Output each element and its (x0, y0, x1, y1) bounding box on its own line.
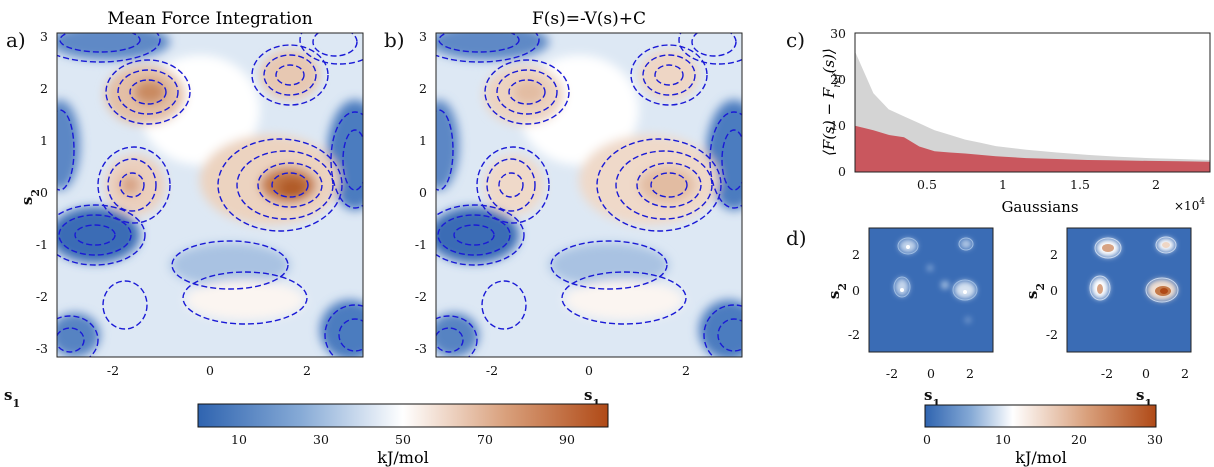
panel-b-ytick: 3 (419, 29, 427, 44)
panel-label-c: c) (786, 28, 805, 52)
panel-b-xtick: 0 (585, 363, 593, 378)
panel-d-left-xticks: -2 0 2 (886, 366, 974, 381)
panel-b-xticks: -2 0 2 (486, 363, 690, 378)
panel-b-title: F(s)=-V(s)+C (532, 9, 646, 29)
panel-d-right-ytick: 0 (1050, 283, 1058, 298)
panel-label-b: b) (384, 28, 405, 52)
colorbar-d-tick: 30 (1147, 432, 1163, 447)
panel-a-ytick: -3 (36, 341, 48, 356)
panel-c-x-multiplier: ×104 (1174, 197, 1205, 213)
panel-d-left-xtick: 2 (966, 366, 974, 381)
panel-c-ytick: 30 (830, 26, 846, 41)
colorbar-main (198, 404, 608, 427)
colorbar-d (925, 405, 1156, 427)
panel-c-ytick: 0 (838, 164, 846, 179)
panel-a-ylabel: s2 (18, 189, 42, 205)
colorbar-main-tick: 30 (313, 432, 329, 447)
colorbar-main-tick: 90 (559, 432, 575, 447)
panel-a-ytick: 1 (40, 133, 48, 148)
panel-b-ytick: -2 (415, 289, 427, 304)
colorbar-main-tick: 50 (395, 432, 411, 447)
panel-b-yticks: 3 2 1 0 -1 -2 -3 (415, 29, 427, 356)
panel-d-left-ytick: 0 (852, 283, 860, 298)
panel-d-right-ylabel: s2 (1023, 283, 1047, 299)
panel-d-right-ytick: 2 (1050, 247, 1058, 262)
panel-b-xtick: 2 (682, 363, 690, 378)
panel-d-right-ytick: -2 (1046, 327, 1058, 342)
panel-a-heatmap (40, 16, 385, 365)
colorbar-d-ticks: 0 10 20 30 (923, 432, 1163, 447)
panel-d-right-xtick: 0 (1142, 366, 1150, 381)
panel-label-d: d) (786, 226, 807, 250)
panel-d-left-xtick: -2 (886, 366, 898, 381)
panel-d-left-yticks: 2 0 -2 (848, 247, 860, 342)
panel-a-xticks: -2 0 2 (107, 363, 311, 378)
panel-a-xtick: 2 (303, 363, 311, 378)
panel-d-left-xtick: 0 (927, 366, 935, 381)
panel-d-left-heatmap (869, 228, 993, 352)
colorbar-main-ticks: 10 30 50 70 90 (231, 432, 575, 447)
panel-d-left-ylabel: s2 (825, 283, 849, 299)
colorbar-d-tick: 0 (923, 432, 931, 447)
panel-a-xtick: -2 (107, 363, 119, 378)
panel-a-ytick: 2 (40, 81, 48, 96)
panel-c-xlabel: Gaussians (1001, 198, 1078, 216)
panel-c-xtick: 0.5 (917, 177, 937, 192)
panel-d-right-yticks: 2 0 -2 (1046, 247, 1058, 342)
colorbar-main-tick: 70 (477, 432, 493, 447)
colorbar-main-tick: 10 (231, 432, 247, 447)
panel-c-xticks: 0.5 1 1.5 2 (917, 177, 1160, 192)
colorbar-d-tick: 10 (995, 432, 1011, 447)
panel-c-xtick: 2 (1152, 177, 1160, 192)
panel-c-ylabel: ⟨F(s) − Fref(s)⟩ (820, 48, 843, 156)
panel-a-ytick: 3 (40, 29, 48, 44)
panel-label-a: a) (6, 28, 26, 52)
panel-d-right-xtick: -2 (1101, 366, 1113, 381)
colorbar-d-label: kJ/mol (1015, 448, 1066, 467)
panel-a-xlabel: s1 (4, 386, 20, 410)
panel-d-left-ytick: -2 (848, 327, 860, 342)
panel-d-right-xticks: -2 0 2 (1101, 366, 1189, 381)
panel-b-ytick: -3 (415, 341, 427, 356)
colorbar-main-label: kJ/mol (377, 448, 428, 467)
panel-b-ytick: 0 (419, 185, 427, 200)
panel-c-area-chart (855, 52, 1210, 173)
panel-a-ytick: -1 (36, 237, 48, 252)
panel-d-right-xtick: 2 (1181, 366, 1189, 381)
panel-b-ytick: 1 (419, 133, 427, 148)
colorbar-d-tick: 20 (1071, 432, 1087, 447)
panel-a-xtick: 0 (206, 363, 214, 378)
panel-a-title: Mean Force Integration (107, 9, 312, 29)
panel-b-ytick: -1 (415, 237, 427, 252)
panel-d-right-heatmap (1067, 228, 1191, 352)
panel-a-ytick: -2 (36, 289, 48, 304)
panel-b-xtick: -2 (486, 363, 498, 378)
panel-d-left-ytick: 2 (852, 247, 860, 262)
panel-b-ytick: 2 (419, 81, 427, 96)
panel-b-heatmap (419, 16, 764, 365)
panel-c-xtick: 1.5 (1070, 177, 1090, 192)
panel-c-xtick: 1 (999, 177, 1007, 192)
